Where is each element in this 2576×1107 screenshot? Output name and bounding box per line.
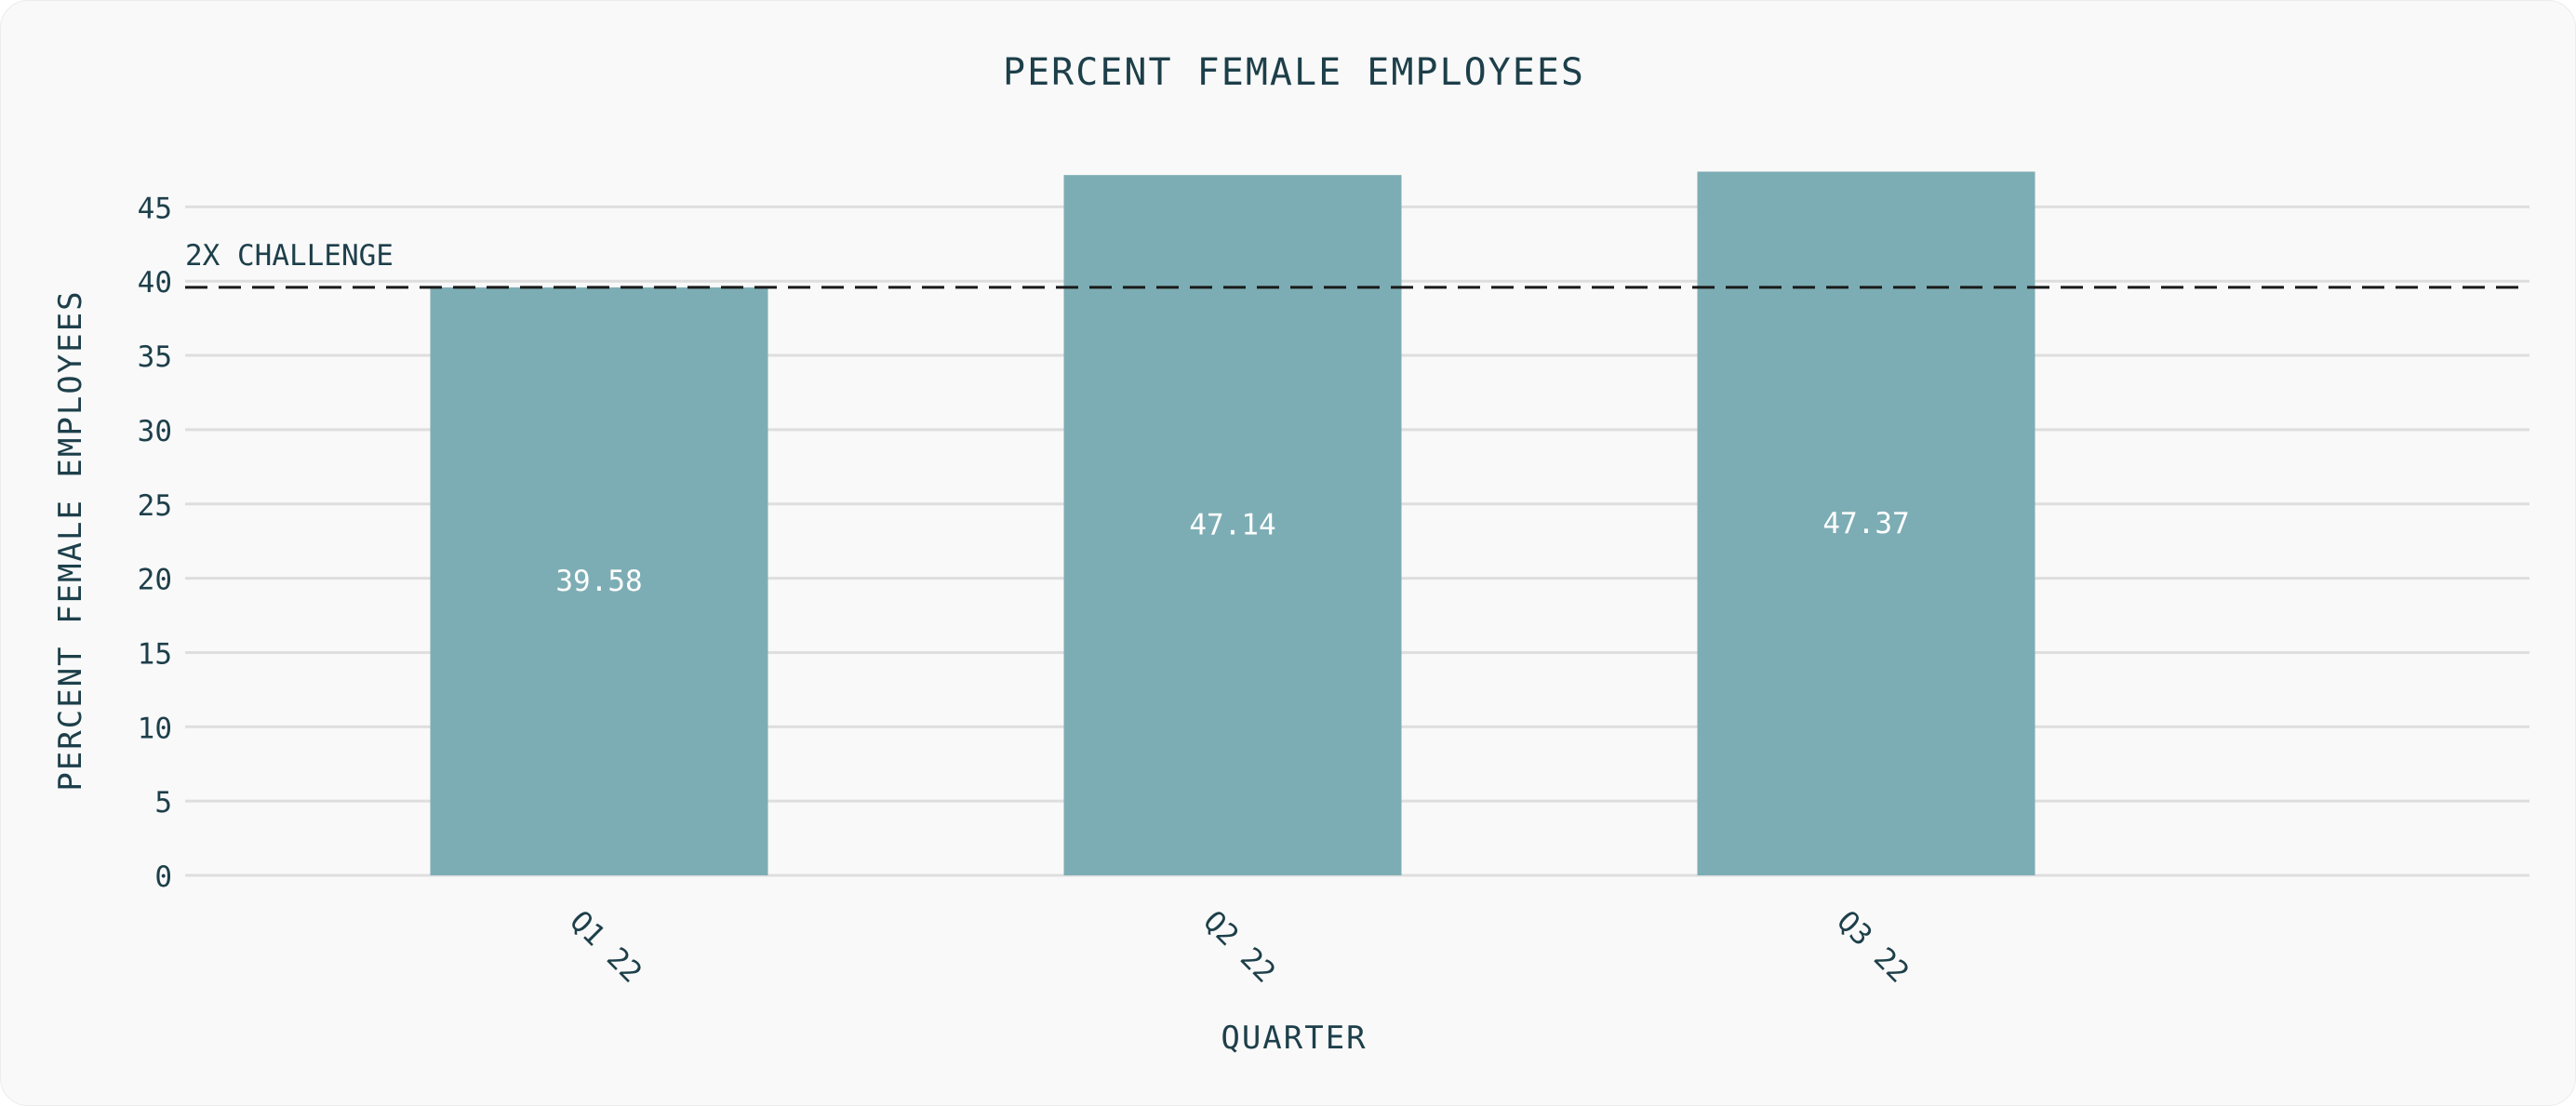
y-tick-label: 20: [138, 564, 172, 597]
bar-value-label: 39.58: [555, 565, 642, 598]
y-tick-label: 5: [154, 786, 172, 820]
bar-value-labels: 39.58 47.14 47.37: [555, 507, 1909, 598]
reference-line-label: 2X CHALLENGE: [185, 239, 394, 273]
x-tick-label: Q3 22: [1830, 904, 1915, 989]
y-tick-label: 10: [138, 712, 172, 745]
x-tick-label: Q1 22: [563, 904, 647, 989]
reference-line-group: 2X CHALLENGE: [185, 239, 2529, 289]
x-tick-label: Q2 22: [1196, 904, 1281, 989]
y-tick-label: 35: [138, 340, 172, 374]
bar: [1697, 171, 2035, 875]
y-axis-label: PERCENT FEMALE EMPLOYEES: [52, 289, 89, 791]
bar: [430, 287, 768, 875]
y-tick-label: 45: [138, 192, 172, 225]
x-axis-ticks: Q1 22 Q2 22 Q3 22: [563, 904, 1915, 989]
y-tick-label: 40: [138, 266, 172, 300]
bars: [430, 171, 2035, 875]
bar: [1063, 175, 1402, 875]
y-tick-label: 15: [138, 637, 172, 671]
y-axis-ticks: 0 5 10 15 20 25 30 35 40 45: [138, 192, 172, 894]
bar-value-label: 47.14: [1189, 509, 1275, 542]
y-tick-label: 25: [138, 489, 172, 523]
chart-title: PERCENT FEMALE EMPLOYEES: [1003, 51, 1585, 94]
x-axis-label: QUARTER: [1221, 1020, 1367, 1057]
y-tick-label: 30: [138, 415, 172, 448]
bar-value-label: 47.37: [1822, 507, 1909, 540]
y-tick-label: 0: [154, 860, 172, 894]
